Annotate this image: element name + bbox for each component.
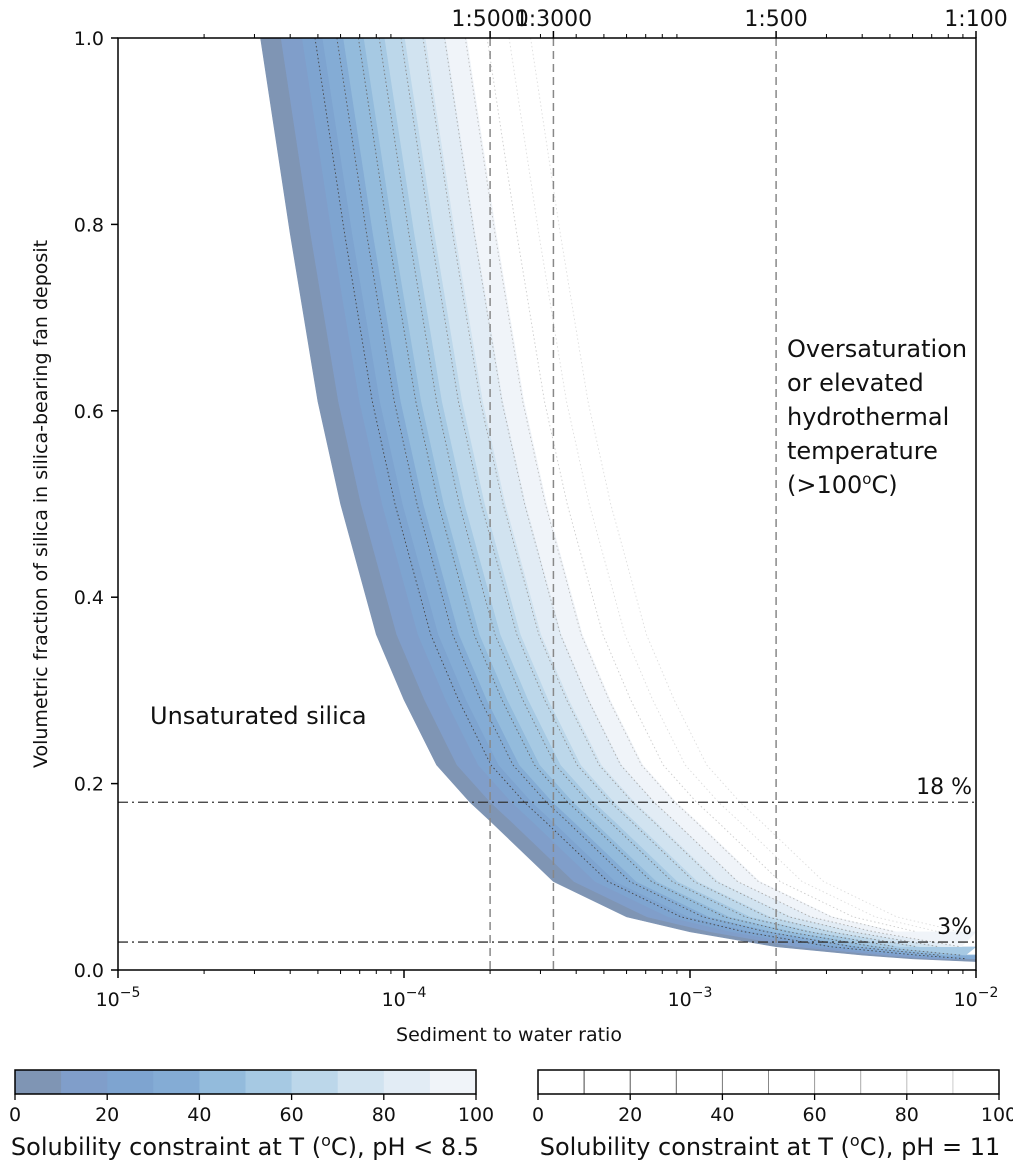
ph11-line-30	[378, 38, 895, 948]
band-90-100	[445, 38, 976, 948]
top-ratio-label-2: 1:500	[744, 7, 807, 32]
annotation-elevated: or elevated	[787, 369, 924, 397]
colorbar-ph11-title: Solubility constraint at T (oC), pH = 11	[540, 1131, 1001, 1161]
y-tick-label-2: 0.4	[74, 587, 104, 609]
solubility-lines-ph11	[314, 38, 968, 960]
cbar-ph11-tick-label-3: 60	[803, 1104, 827, 1126]
colorbar-ph11: 0 20 40 60 80 100	[532, 1069, 1013, 1126]
cbar-ph85-tick-label-4: 80	[372, 1104, 396, 1126]
colorbar-ph85: 0 20 40 60 80 100	[9, 1069, 494, 1126]
x-tick-label-0: 10−5	[96, 985, 141, 1011]
cbar-ph85-swatch-9	[429, 1070, 477, 1094]
top-ratio-label-3: 1:100	[944, 7, 1007, 32]
axes: 0.0 0.2 0.4 0.6 0.8 1.0 10−5 10−4 10−3 10−2 1:5000…	[74, 7, 1008, 1011]
y-tick-label-4: 0.8	[74, 214, 104, 236]
top-ratio-label-1: 1:3000	[515, 7, 592, 32]
x-tick-label-1: 10−4	[382, 985, 427, 1011]
cbar-ph85-swatch-1	[61, 1070, 108, 1094]
annotation-unsaturated: Unsaturated silica	[150, 702, 367, 730]
x-tick-label-3: 10−2	[954, 985, 999, 1011]
cbar-ph85-tick-label-3: 60	[280, 1104, 304, 1126]
cbar-ph11-tick-label-0: 0	[532, 1104, 544, 1126]
annotation-oversaturation: Oversaturation	[787, 335, 967, 363]
ref-line-label-0: 18 %	[916, 775, 972, 800]
cbar-ph85-swatch-2	[107, 1070, 154, 1094]
cbar-ph85-frame	[14, 1069, 477, 1095]
y-axis-label: Volumetric fraction of silica in silica-…	[30, 240, 52, 768]
cbar-ph85-swatch-6	[291, 1070, 339, 1094]
cbar-ph11-tick-label-1: 20	[618, 1104, 642, 1126]
ph11-line-40	[400, 38, 917, 948]
cbar-ph11-frame	[537, 1069, 1000, 1095]
y-tick-label-0: 0.0	[74, 960, 104, 982]
reference-lines: 18 % 3%	[118, 38, 976, 970]
x-tick-label-2: 10−3	[668, 985, 713, 1011]
annotation-temperature: temperature	[787, 437, 938, 465]
ref-line-label-1: 3%	[937, 915, 972, 940]
cbar-ph85-swatch-5	[245, 1070, 293, 1094]
cbar-ph85-tick-label-1: 20	[95, 1104, 119, 1126]
x-axis-label: Sediment to water ratio	[396, 1024, 622, 1046]
cbar-ph85-swatch-3	[153, 1070, 200, 1094]
cbar-ph85-swatch-7	[337, 1070, 385, 1094]
annotation-temp-threshold: (>100oC)	[787, 470, 898, 499]
top-ratio-label-0: 1:5000	[451, 7, 528, 32]
solubility-bands-ph85	[260, 38, 976, 962]
cbar-ph85-tick-label-0: 0	[9, 1104, 21, 1126]
cbar-ph85-tick-label-5: 100	[458, 1104, 494, 1126]
cbar-ph11-tick-label-4: 80	[895, 1104, 919, 1126]
ph11-line-50	[422, 38, 939, 948]
cbar-ph11-tick-label-2: 40	[710, 1104, 734, 1126]
cbar-ph85-tick-label-2: 40	[187, 1104, 211, 1126]
cbar-ph85-swatch-0	[15, 1070, 62, 1094]
plot-frame	[117, 37, 977, 971]
cbar-ph85-swatch-4	[199, 1070, 246, 1094]
annotation-hydrothermal: hydrothermal	[787, 403, 949, 431]
y-tick-label-3: 0.6	[74, 401, 104, 423]
cbar-ph11-tick-label-5: 100	[981, 1104, 1013, 1126]
ph11-line-60	[444, 38, 961, 948]
ph11-line-10	[336, 38, 939, 956]
y-tick-label-5: 1.0	[74, 28, 104, 50]
colorbar-ph85-title: Solubility constraint at T (oC), pH < 8.…	[11, 1131, 479, 1161]
y-tick-label-1: 0.2	[74, 774, 104, 796]
ph11-line-20	[357, 38, 961, 956]
cbar-ph85-swatch-8	[383, 1070, 431, 1094]
